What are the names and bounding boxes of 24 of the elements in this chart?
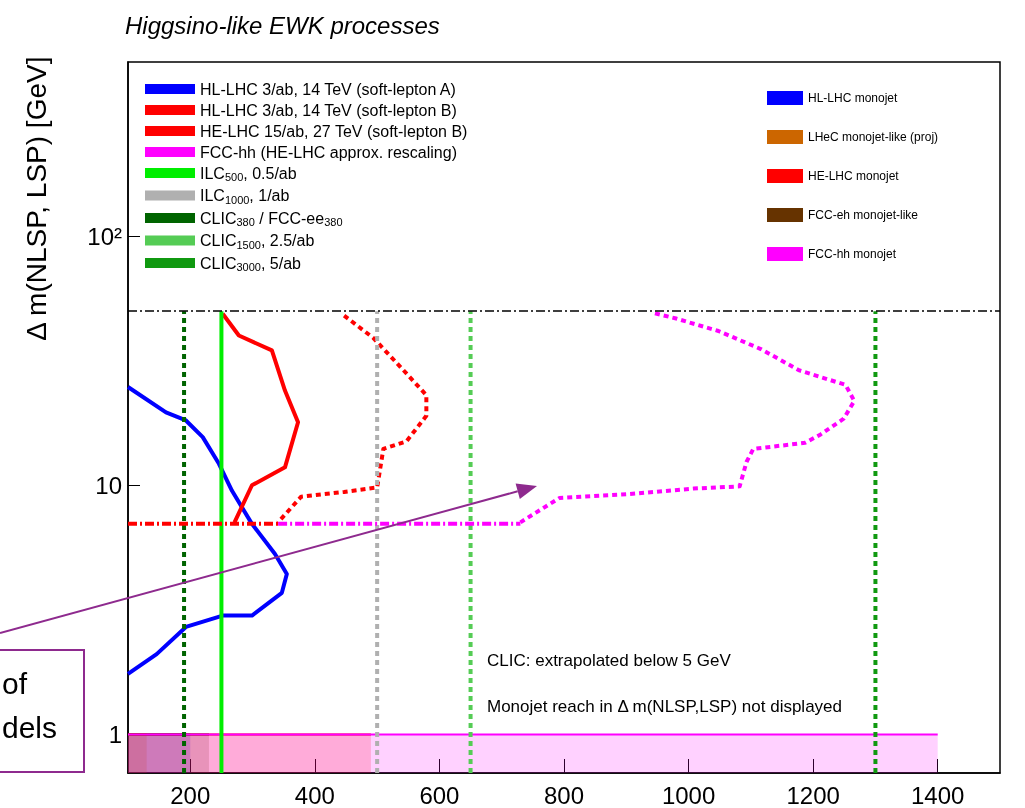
legend-label: HE-LHC 15/ab, 27 TeV (soft-lepton B) (200, 122, 468, 140)
x-tick-label: 600 (419, 781, 460, 808)
legend-label: FCC-hh monojet (808, 247, 897, 261)
y-tick-label: 1 (108, 720, 122, 748)
legend-label: LHeC monojet-like (proj) (808, 130, 939, 144)
legend-label: FCC-eh monojet-like (808, 208, 919, 222)
text: of dels (2, 666, 58, 746)
y-tick-label: 10 (95, 471, 122, 499)
legend-label: FCC-hh (HE-LHC approx. rescaling) (200, 143, 457, 161)
y-axis-title: Δ m(NLSP, LSP) [GeV] (20, 56, 52, 341)
x-tick-label: 1000 (661, 781, 716, 808)
legend-label: HL-LHC monojet (808, 91, 899, 105)
legend-label: HL-LHC 3/ab, 14 TeV (soft-lepton A) (200, 80, 456, 98)
x-tick-label: 1400 (911, 781, 965, 808)
legend-label: HE-LHC monojet (808, 169, 900, 183)
y-tick-label: 10² (87, 222, 123, 250)
x-tick-label: 800 (543, 781, 585, 808)
x-tick-label: 1200 (786, 781, 840, 808)
x-tick-label: 200 (170, 781, 211, 808)
x-tick-label: 400 (294, 781, 335, 808)
annotation: Monojet reach in Δ m(NLSP,LSP) not displayed (487, 697, 843, 716)
legend-label: HL-LHC 3/ab, 14 TeV (soft-lepton B) (200, 101, 457, 119)
annotation: CLIC: extrapolated below 5 GeV (487, 651, 732, 670)
chart-title: Higgsino-like EWK processes (125, 11, 440, 39)
